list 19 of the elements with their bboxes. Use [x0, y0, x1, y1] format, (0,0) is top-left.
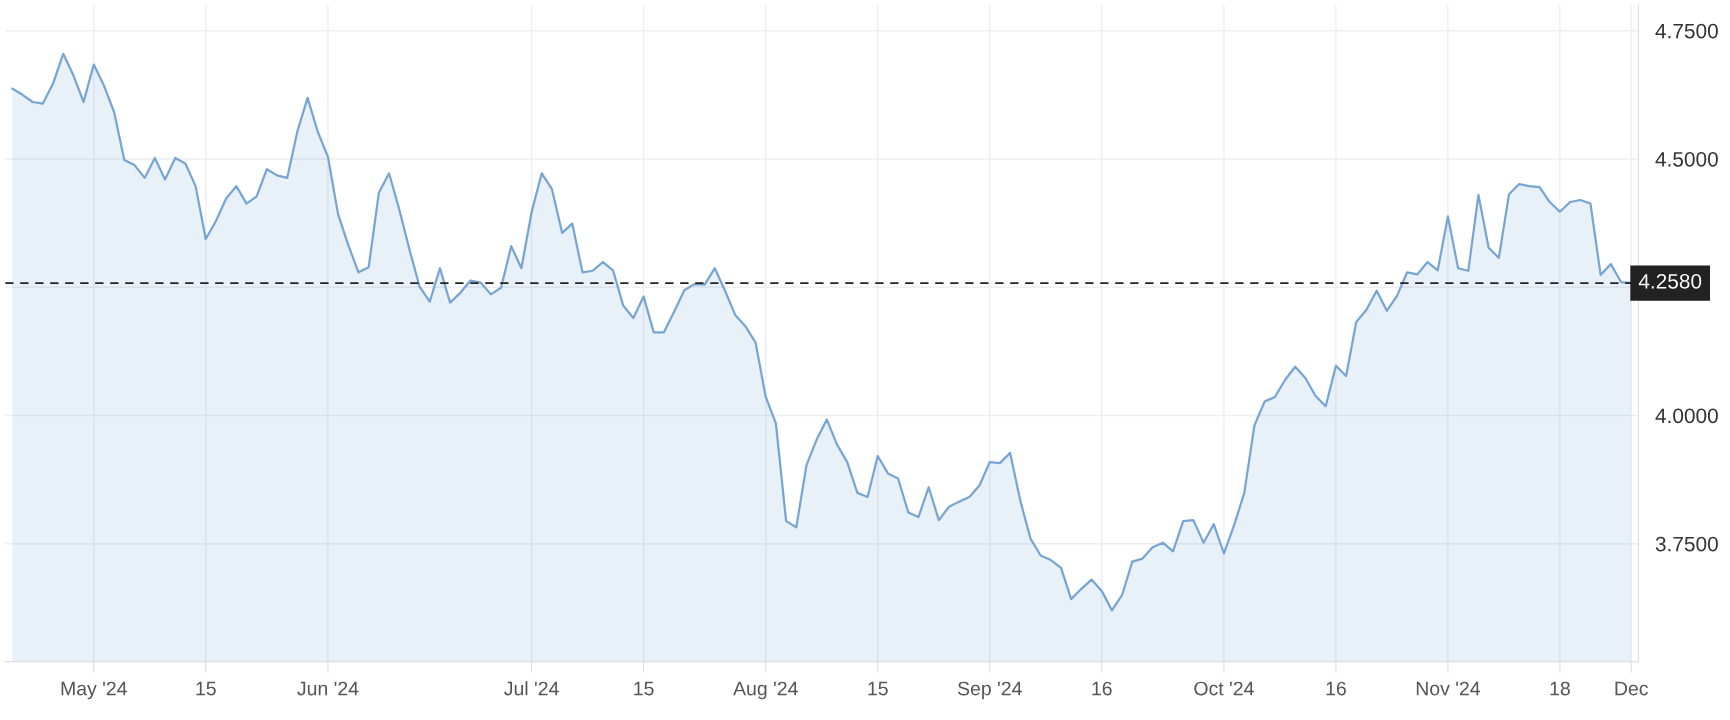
x-tick-label: Sep '24	[957, 681, 1022, 700]
x-tick-label: Jul '24	[504, 681, 559, 696]
ref-line-label: 4.2580	[1638, 273, 1702, 289]
y-tick-label: 4.7500	[1655, 23, 1718, 39]
x-tick-label: 15	[634, 681, 654, 696]
x-tick-label: Oct '24	[1194, 681, 1254, 696]
x-tick-label: 15	[196, 681, 216, 696]
x-tick-label: Nov '24	[1416, 681, 1481, 696]
x-tick-label: 16	[1326, 681, 1346, 696]
y-tick-label: 4.5000	[1655, 151, 1718, 167]
x-tick-label: 15	[868, 681, 888, 696]
y-tick-label: 3.7500	[1655, 536, 1718, 552]
x-tick-label: Aug '24	[733, 681, 798, 700]
y-tick-label: 4.0000	[1655, 408, 1718, 424]
x-tick-label: May '24	[61, 681, 127, 700]
x-tick-label: 18	[1550, 681, 1570, 696]
x-tick-label: Jun '24	[297, 681, 359, 696]
x-tick-label: Dec	[1615, 681, 1648, 696]
x-tick-label: 16	[1092, 681, 1112, 696]
